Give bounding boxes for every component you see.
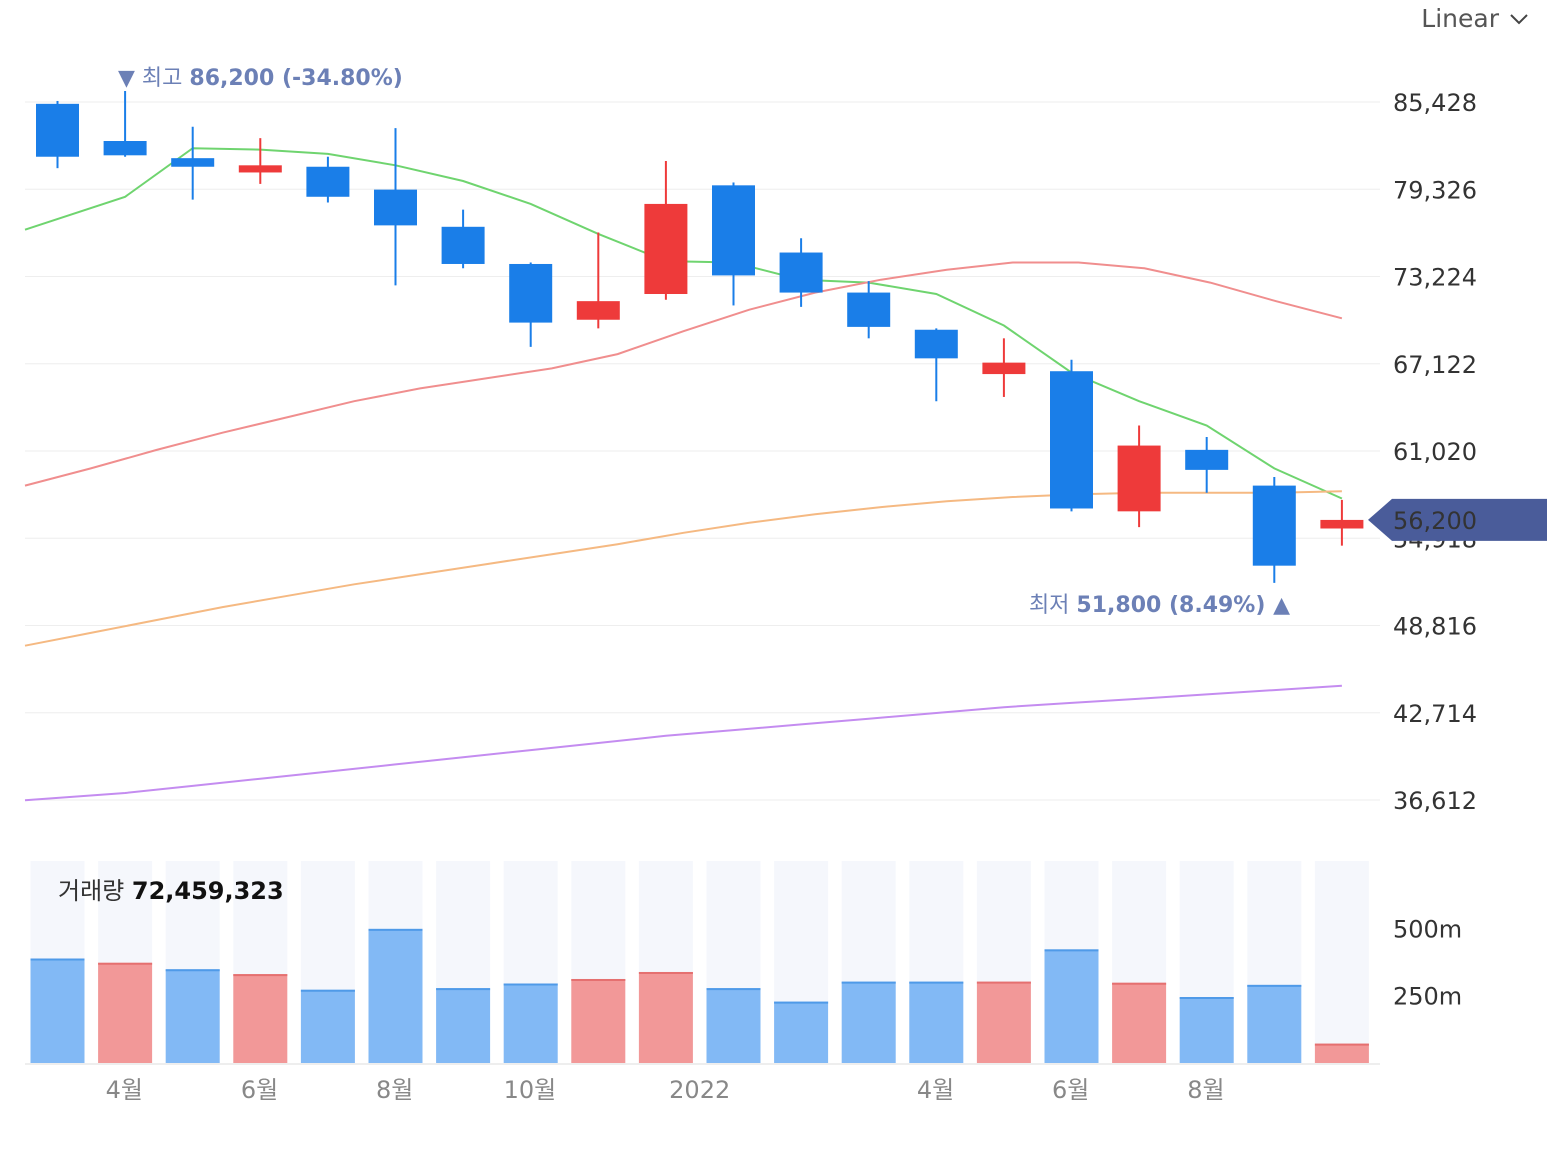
x-tick-label: 6월	[1052, 1076, 1089, 1104]
grid-layer	[25, 101, 1380, 801]
candle-body	[509, 263, 553, 323]
volume-label: 거래량	[58, 877, 132, 905]
volume-tick-label: 500m	[1393, 915, 1462, 943]
y-tick-label: 67,122	[1393, 351, 1477, 379]
moving-average-line	[24, 261, 1343, 487]
y-tick-label: 79,326	[1393, 176, 1477, 204]
candle-body	[779, 252, 823, 293]
current-price-label: 56,200	[1393, 507, 1477, 535]
candle-body	[238, 165, 282, 173]
x-tick-label: 8월	[376, 1076, 413, 1104]
low-annotation: 최저 51,800 (8.49%) ▲	[1029, 593, 1290, 618]
volume-bar	[638, 971, 693, 1063]
x-tick-label: 2022	[669, 1076, 730, 1104]
high-annotation: ▼ 최고 86,200 (-34.80%)	[118, 66, 403, 91]
volume-bar	[976, 981, 1031, 1063]
candle-body	[576, 301, 620, 320]
candle-body	[914, 329, 958, 359]
volume-bar	[368, 928, 423, 1063]
candle-body	[103, 141, 147, 156]
candle-body	[1252, 485, 1296, 566]
candle-body	[712, 185, 755, 276]
moving-average-line	[24, 490, 1342, 647]
volume-bar	[706, 988, 761, 1063]
scale-selector-label: Linear	[1421, 4, 1499, 33]
chevron-down-icon	[1510, 13, 1528, 24]
moving-average-layer	[24, 147, 1343, 802]
candle-body	[982, 362, 1026, 375]
volume-bar	[436, 988, 491, 1063]
volume-bar	[571, 978, 626, 1063]
volume-bar-background	[1314, 861, 1369, 1063]
candle-body	[1117, 445, 1161, 512]
x-tick-label: 4월	[917, 1076, 954, 1104]
volume-bar	[909, 981, 964, 1063]
volume-bar	[233, 974, 288, 1063]
volume-title: 거래량 72,459,323	[58, 877, 284, 905]
candle-body	[1050, 371, 1093, 509]
volume-layer: 500m 250m 거래량 72,459,323	[25, 861, 1462, 1065]
volume-bar	[841, 981, 896, 1063]
volume-bar	[1112, 982, 1167, 1063]
candle-body	[171, 158, 215, 167]
y-tick-label: 61,020	[1393, 438, 1477, 466]
x-tick-label: 4월	[106, 1076, 143, 1104]
candle-body	[306, 166, 350, 197]
volume-total: 72,459,323	[132, 877, 284, 905]
volume-bar	[774, 1001, 829, 1063]
moving-average-line	[24, 684, 1342, 802]
y-tick-label: 73,224	[1393, 264, 1477, 292]
y-tick-label: 36,612	[1393, 787, 1477, 815]
volume-bar	[98, 962, 153, 1063]
candle-body	[374, 189, 417, 226]
x-tick-label: 10월	[504, 1076, 557, 1104]
candle-body	[1185, 449, 1229, 470]
candle-body	[36, 103, 79, 157]
y-axis-labels: 85,42879,32673,22467,12261,02054,91848,8…	[1393, 89, 1477, 815]
x-tick-label: 8월	[1187, 1076, 1224, 1104]
candle-body	[644, 203, 688, 295]
current-price-tag	[1368, 498, 1547, 541]
volume-bar	[300, 989, 355, 1063]
volume-bar	[503, 983, 558, 1063]
x-tick-label: 6월	[241, 1076, 278, 1104]
volume-bar	[1247, 984, 1302, 1063]
scale-selector[interactable]: Linear	[1421, 4, 1529, 33]
candle-body	[441, 226, 485, 264]
y-tick-label: 85,428	[1393, 89, 1477, 117]
volume-bar	[1044, 949, 1099, 1063]
annotation-layer: ▼ 최고 86,200 (-34.80%) 최저 51,800 (8.49%) ▲…	[118, 66, 1547, 618]
volume-bar	[30, 958, 85, 1063]
candle-body	[1320, 519, 1364, 529]
y-tick-label: 48,816	[1393, 613, 1477, 641]
candle-body	[847, 292, 891, 327]
volume-bar	[1314, 1043, 1369, 1063]
volume-tick-label: 250m	[1393, 983, 1462, 1011]
y-tick-label: 42,714	[1393, 700, 1477, 728]
moving-average-line	[24, 147, 1343, 500]
volume-bar	[1179, 997, 1234, 1063]
volume-bar	[165, 969, 220, 1063]
candle-layer	[36, 90, 1364, 583]
x-axis-labels: 4월 6월 8월 10월 2022 4월 6월 8월	[106, 1076, 1225, 1104]
